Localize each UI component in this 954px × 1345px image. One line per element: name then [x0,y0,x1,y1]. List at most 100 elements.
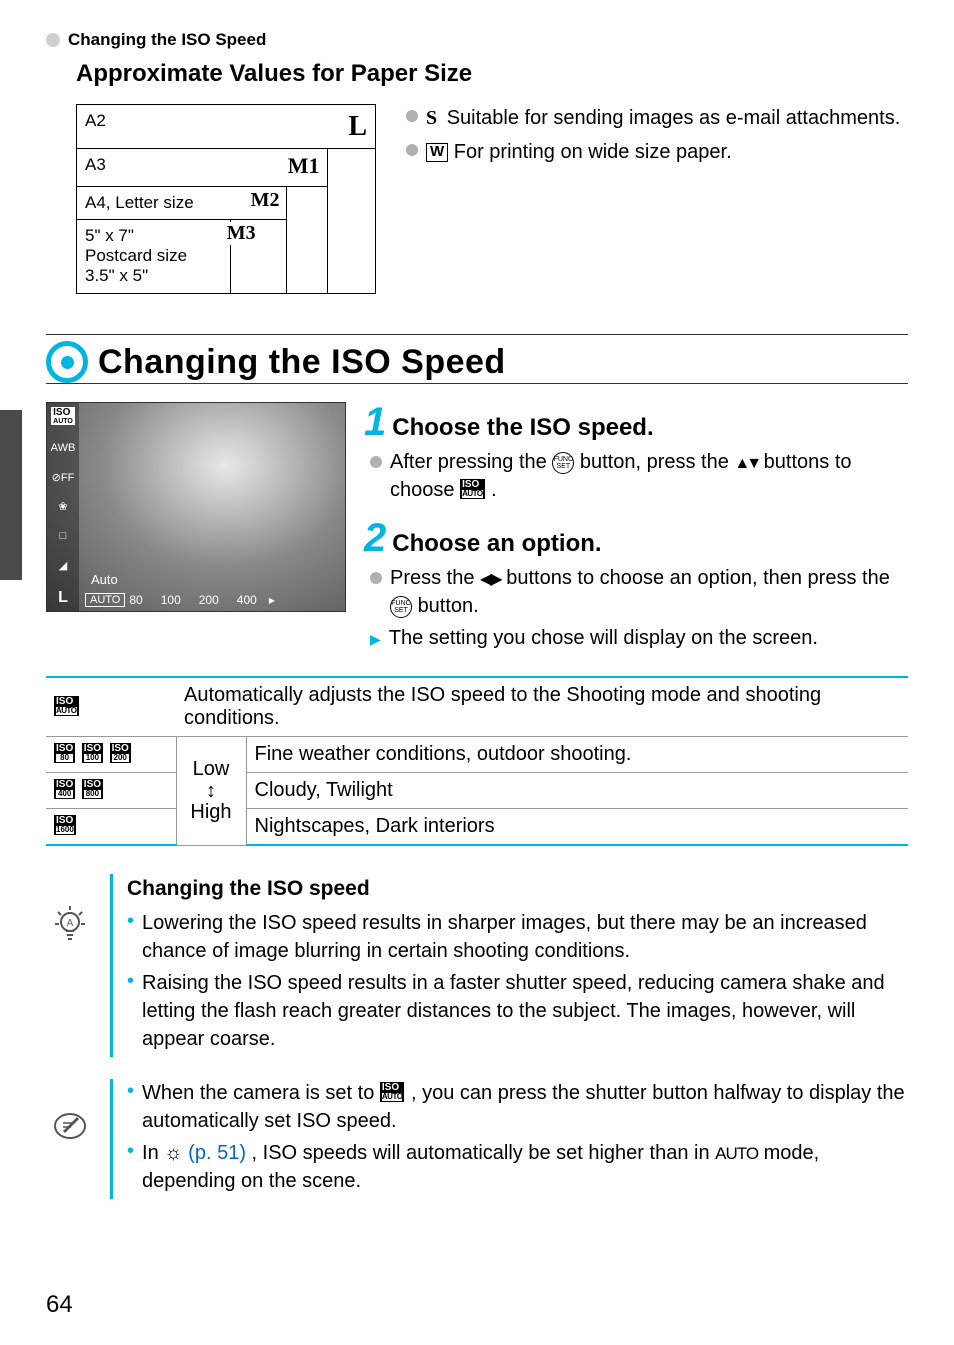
step2-text-a: Press the [390,567,480,589]
note-item-0: • When the camera is set to ISOAUTO , yo… [127,1079,908,1135]
bullet-s: S Suitable for sending images as e-mail … [406,104,908,132]
camera-screenshot: ISOAUTO AWB ⊘FF ❀ □ ◢ L Auto AUTO 80 100… [46,402,346,612]
cam-auto-box: AUTO [85,593,125,607]
steps-content: 1 Choose the ISO speed. After pressing t… [364,402,908,656]
step-2-header: 2 Choose an option. [364,518,908,558]
tip-box: A Changing the ISO speed • Lowering the … [46,874,908,1057]
step-1-body: After pressing the FUNCSET button, press… [370,448,908,504]
size-M1-icon: M1 [288,153,320,179]
iso-auto-desc: Automatically adjusts the ISO speed to t… [176,677,908,737]
high-label: High [185,801,238,824]
iso-row-mid-badges: ISO400 ISO800 [46,773,176,809]
iso-auto-icon: ISOAUTO [380,1082,405,1102]
note1-a: When the camera is set to [142,1082,380,1104]
step-2-body: Press the ◀▶ buttons to choose an option… [370,564,908,652]
bullet-icon: • [127,1079,134,1135]
tip-item-1-text: Raising the ISO speed results in a faste… [142,969,908,1053]
iso-auto-icon: ISOAUTO [460,479,485,499]
iso-row-2-desc: Nightscapes, Dark interiors [246,809,908,846]
cam-tick-200: 200 [199,593,219,607]
w-icon: W [426,143,448,162]
step2-text-b: buttons to choose an option, then press … [506,567,890,589]
step-1-header: 1 Choose the ISO speed. [364,402,908,442]
paper-size-row: A2 L A3 M1 A4, Letter size M2 5" x 7" Po… [76,104,908,294]
cam-square: □ [60,530,67,542]
note-box: • When the camera is set to ISOAUTO , yo… [46,1079,908,1199]
tip-item-0: • Lowering the ISO speed results in shar… [127,909,908,965]
bullet-dot-icon [370,456,382,468]
updown-arrow-icon: ↕ [185,781,238,801]
iso-row-0-desc: Fine weather conditions, outdoor shootin… [246,737,908,773]
iso-scale-col: Low ↕ High [176,737,246,846]
page-side-tab [0,410,22,580]
iso-row-low-badges: ISO80 ISO100 ISO200 [46,737,176,773]
pencil-note-icon [46,1079,94,1143]
camera-sidebar: ISOAUTO AWB ⊘FF ❀ □ ◢ L [47,403,79,611]
cam-tri: ◢ [59,559,67,572]
paper-a4: A4, Letter size [85,193,194,212]
leftright-icon: ◀▶ [480,571,501,588]
cam-tick-80: 80 [129,593,142,607]
iso-table: ISOAUTO Automatically adjusts the ISO sp… [46,676,908,846]
night-mode-icon: ☼ [164,1142,182,1164]
bullet-dot-icon [406,144,418,156]
step-1-title: Choose the ISO speed. [392,414,653,442]
tip-item-0-text: Lowering the ISO speed results in sharpe… [142,909,908,965]
iso-row-1-desc: Cloudy, Twilight [246,773,908,809]
cam-bottom-row: AUTO 80 100 200 400 ▸ [79,571,345,611]
paper-3x5: 3.5" x 5" [85,266,222,286]
paper-postcard: Postcard size [85,246,222,266]
tip-item-1: • Raising the ISO speed results in a fas… [127,969,908,1053]
bullet-w-text: For printing on wide size paper. [454,141,732,163]
step-2-title: Choose an option. [392,530,601,558]
bullet-icon: • [127,909,134,965]
bullet-w: W For printing on wide size paper. [406,138,908,166]
note-item-1: • In ☼ (p. 51) , ISO speeds will automat… [127,1139,908,1195]
paper-5x7: 5" x 7" [85,226,222,246]
iso-row-high-badges: ISO1600 [46,809,176,846]
step2-text-c: button. [418,595,479,617]
note2-a: In [142,1142,164,1164]
bullet-icon: • [127,969,134,1053]
step2-line2: The setting you chose will display on th… [389,624,818,652]
page-number: 64 [46,1291,73,1319]
iso-auto-badge: ISOAUTO [54,696,79,716]
breadcrumb-text: Changing the ISO Speed [68,30,266,50]
page-51-link[interactable]: (p. 51) [188,1142,246,1164]
breadcrumb: Changing the ISO Speed [46,30,908,50]
bullet-s-text: Suitable for sending images as e-mail at… [447,107,901,129]
paper-size-heading: Approximate Values for Paper Size [76,60,908,88]
svg-text:A: A [67,918,74,929]
paper-bullets: S Suitable for sending images as e-mail … [406,104,908,294]
section-title-bar: Changing the ISO Speed [46,334,908,384]
cam-off: ⊘FF [52,471,75,484]
cam-iso-selected: ISOAUTO [51,407,75,425]
cam-awb: AWB [51,442,76,454]
note-content: • When the camera is set to ISOAUTO , yo… [110,1079,908,1199]
step1-text-d: . [491,479,497,501]
bullet-icon: • [127,1139,134,1195]
low-label: Low [185,758,238,781]
paper-a2: A2 [85,111,106,130]
note2-b: , ISO speeds will automatically be set h… [252,1142,716,1164]
paper-a3: A3 [85,155,106,174]
section-circle-icon [46,341,88,383]
step1-text-b: button, press the [580,451,735,473]
func-set-icon: FUNCSET [390,596,412,618]
auto-mode-icon: AUTO [715,1144,758,1163]
s-icon: S [426,107,437,129]
lightbulb-icon: A [46,874,94,944]
paper-size-table: A2 L A3 M1 A4, Letter size M2 5" x 7" Po… [76,104,376,294]
tip-content: Changing the ISO speed • Lowering the IS… [110,874,908,1057]
step-2-num: 2 [364,518,386,558]
cam-tick-100: 100 [161,593,181,607]
cam-L: L [58,589,68,607]
size-M2-icon: M2 [251,189,280,212]
tip-title: Changing the ISO speed [127,874,908,903]
steps-row: ISOAUTO AWB ⊘FF ❀ □ ◢ L Auto AUTO 80 100… [46,402,908,656]
bullet-dot-icon [370,572,382,584]
breadcrumb-dot-icon [46,33,60,47]
size-L-icon: L [348,111,367,143]
step-1-num: 1 [364,402,386,442]
cam-flower: ❀ [58,500,67,513]
